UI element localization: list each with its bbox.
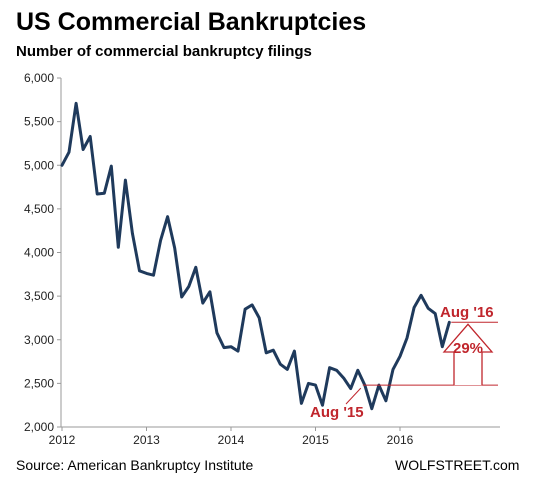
increase-arrow: [442, 323, 494, 386]
y-tick-label: 2,500: [24, 376, 54, 390]
brand-label: WOLFSTREET.com: [395, 457, 519, 473]
plot-area: [60, 101, 451, 411]
y-tick-label: 4,000: [24, 246, 54, 260]
pct-change-label: 29%: [453, 340, 483, 357]
x-tick-label: 2016: [387, 433, 414, 447]
y-tick-label: 4,500: [24, 202, 54, 216]
y-tick-label: 5,500: [24, 115, 54, 129]
aug16-label: Aug '16: [440, 304, 494, 321]
y-tick-label: 6,000: [24, 71, 54, 85]
y-tick-label: 2,000: [24, 420, 54, 434]
x-tick-label: 2015: [302, 433, 329, 447]
y-tick-label: 3,500: [24, 289, 54, 303]
y-tick-label: 5,000: [24, 158, 54, 172]
chart-subtitle: Number of commercial bankruptcy filings: [16, 43, 312, 60]
y-axis: 2,000 2,500 3,000 3,500 4,000 4,500 5,000 5,500…: [24, 71, 62, 434]
x-tick-label: 2014: [218, 433, 245, 447]
x-axis: 2012 2013 2014 2015 2016: [49, 426, 500, 447]
annotations: 29% Aug '16 Aug '15: [310, 304, 498, 421]
chart-title: US Commercial Bankruptcies: [16, 8, 366, 36]
aug15-label: Aug '15: [310, 404, 364, 421]
aug15-pointer: [345, 387, 362, 405]
y-tick-label: 3,000: [24, 333, 54, 347]
x-tick-label: 2012: [49, 433, 76, 447]
x-tick-label: 2013: [133, 433, 160, 447]
source-note: Source: American Bankruptcy Institute: [16, 457, 254, 473]
series-line: [60, 101, 451, 411]
